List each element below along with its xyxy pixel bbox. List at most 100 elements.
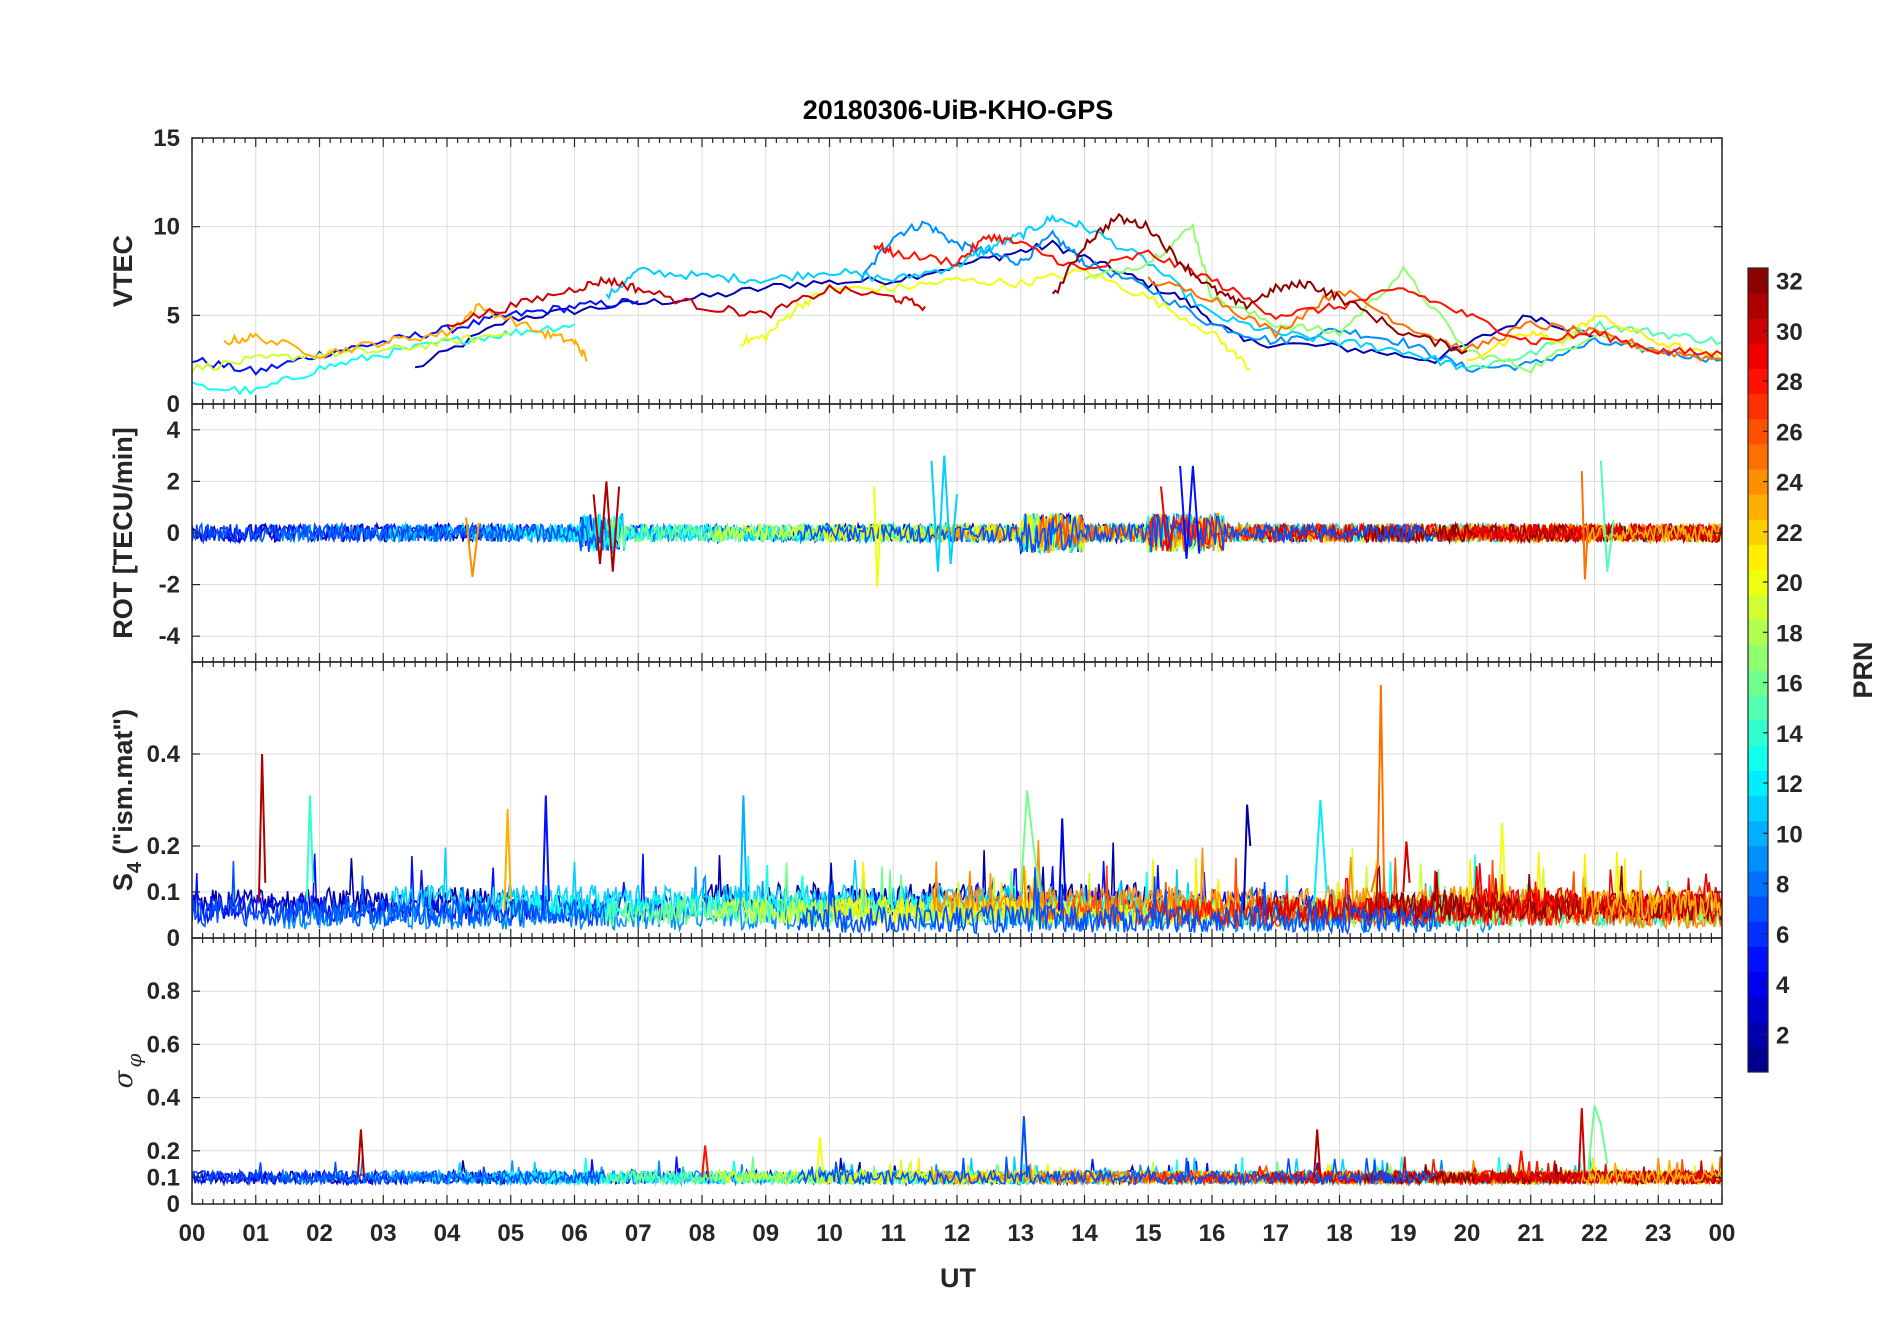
series-line-prn-31	[257, 753, 267, 902]
colorbar-segment	[1748, 368, 1768, 395]
colorbar-segment	[1748, 795, 1768, 822]
x-tick-label: 01	[242, 1220, 269, 1247]
colorbar-segment	[1748, 770, 1768, 797]
x-tick-label: 00	[179, 1220, 206, 1247]
x-tick-label: 03	[370, 1220, 397, 1247]
series-line-prn-31	[1313, 1129, 1322, 1178]
noise-trace	[713, 513, 1224, 553]
y-tick-label: 2	[167, 468, 180, 495]
series-line-prn-19	[192, 332, 511, 373]
series-line-prn-24	[465, 517, 480, 578]
colorbar-tick-label: 8	[1776, 872, 1789, 899]
y-tick-label: 0.8	[147, 978, 180, 1005]
y-tick-label: 0	[167, 925, 180, 952]
series-line-prn-20	[1497, 822, 1507, 902]
y-tick-label: 0.4	[147, 1085, 181, 1112]
x-tick-label: 10	[816, 1220, 843, 1247]
series-s4	[192, 684, 1722, 936]
colorbar-tick-label: 22	[1776, 520, 1803, 547]
colorbar-tick-label: 2	[1776, 1022, 1789, 1049]
colorbar-tick-label: 26	[1776, 419, 1803, 446]
series-line-prn-28	[873, 232, 1722, 358]
x-tick-label: 06	[561, 1220, 588, 1247]
series-line-prn-30	[1402, 841, 1411, 893]
series-sigma_phi	[192, 1105, 1722, 1188]
colorbar-segment	[1748, 343, 1768, 369]
noise-trace	[796, 1156, 1436, 1187]
series-line-prn-11	[930, 455, 958, 572]
noise-trace	[796, 515, 1436, 553]
noise-trace	[1581, 1160, 1722, 1187]
x-tick-label: 07	[625, 1220, 652, 1247]
panel-vtec: 0 5 10 15 VTEC	[108, 125, 1723, 418]
x-tick-label: 16	[1199, 1220, 1226, 1247]
series-line-prn-16	[1587, 1105, 1609, 1173]
series-line-prn-25	[1147, 276, 1722, 362]
y-axis-label-s4: S4 ("ism.mat")	[108, 709, 146, 891]
x-tick-label: 20	[1454, 1220, 1481, 1247]
colorbar-segment	[1748, 1046, 1768, 1073]
x-tick-label: 13	[1007, 1220, 1034, 1247]
colorbar-segment	[1748, 845, 1768, 872]
noise-trace	[192, 861, 606, 928]
noise-trace	[796, 866, 1436, 936]
series-vtec	[192, 212, 1722, 396]
series-line-prn-14	[305, 795, 315, 902]
colorbar-segment	[1748, 745, 1768, 771]
colorbar-tick-label: 20	[1776, 570, 1803, 597]
colorbar-segment	[1748, 443, 1768, 470]
y-tick-label: 0.1	[147, 1164, 180, 1191]
colorbar-tick-label: 32	[1776, 269, 1803, 296]
series-line-prn-28	[701, 1145, 710, 1178]
y-tick-label: 0	[167, 391, 180, 418]
series-line-prn-5	[1179, 465, 1201, 559]
x-ticks-sigma_phi	[191, 938, 1723, 1204]
colorbar-segment	[1748, 519, 1768, 545]
noise-trace	[1472, 863, 1722, 916]
series-line-prn-29	[1160, 486, 1175, 552]
y-tick-label: -2	[159, 572, 180, 599]
x-axis-label: UT	[940, 1263, 976, 1293]
colorbar-segment	[1748, 318, 1768, 344]
series-line-prn-17	[1084, 222, 1659, 374]
series-line-prn-11	[605, 213, 1468, 371]
series-line-prn-12	[1313, 799, 1328, 906]
x-tick-label: 15	[1135, 1220, 1162, 1247]
colorbar-segment	[1748, 971, 1768, 998]
series-line-prn-13	[192, 323, 575, 396]
y-axis-label-sigma_phi: σφ	[109, 1054, 146, 1089]
series-line-prn-2	[414, 239, 1595, 369]
colorbar-segment	[1748, 469, 1768, 495]
series-line-prn-2	[1242, 804, 1252, 911]
x-tick-label: 18	[1326, 1220, 1353, 1247]
colorbar-tick-label: 24	[1776, 470, 1803, 497]
series-line-prn-30	[446, 275, 926, 328]
y-tick-label: -4	[159, 623, 181, 650]
colorbar-segment	[1748, 720, 1768, 746]
series-line-prn-20	[815, 1137, 825, 1178]
panel-s4: 0 0.1 0.2 0.4S4 ("ism.mat")	[108, 661, 1723, 952]
y-tick-label: 0.6	[147, 1031, 180, 1058]
colorbar-segment	[1748, 393, 1768, 420]
colorbar-segment	[1748, 670, 1768, 696]
series-line-prn-28	[1517, 1150, 1526, 1178]
chart-title: 20180306-UiB-KHO-GPS	[803, 95, 1114, 125]
y-tick-label: 0.2	[147, 833, 180, 860]
series-line-prn-16	[1019, 790, 1041, 893]
noise-trace	[1581, 870, 1722, 921]
series-line-prn-20	[740, 268, 1251, 371]
series-line-prn-25	[1370, 684, 1386, 893]
x-ticks-vtec	[191, 138, 1723, 404]
series-line-prn-31	[592, 481, 621, 572]
x-tick-label: 22	[1581, 1220, 1608, 1247]
x-tick-label: 09	[752, 1220, 779, 1247]
x-tick-label: 00	[1709, 1220, 1736, 1247]
x-tick-label: 21	[1517, 1220, 1544, 1247]
colorbar-segment	[1748, 619, 1768, 646]
colorbar-tick-label: 30	[1776, 319, 1803, 346]
series-line-prn-4	[1058, 818, 1067, 911]
series-line-prn-5	[192, 297, 639, 376]
x-tick-label: 11	[881, 1220, 906, 1247]
